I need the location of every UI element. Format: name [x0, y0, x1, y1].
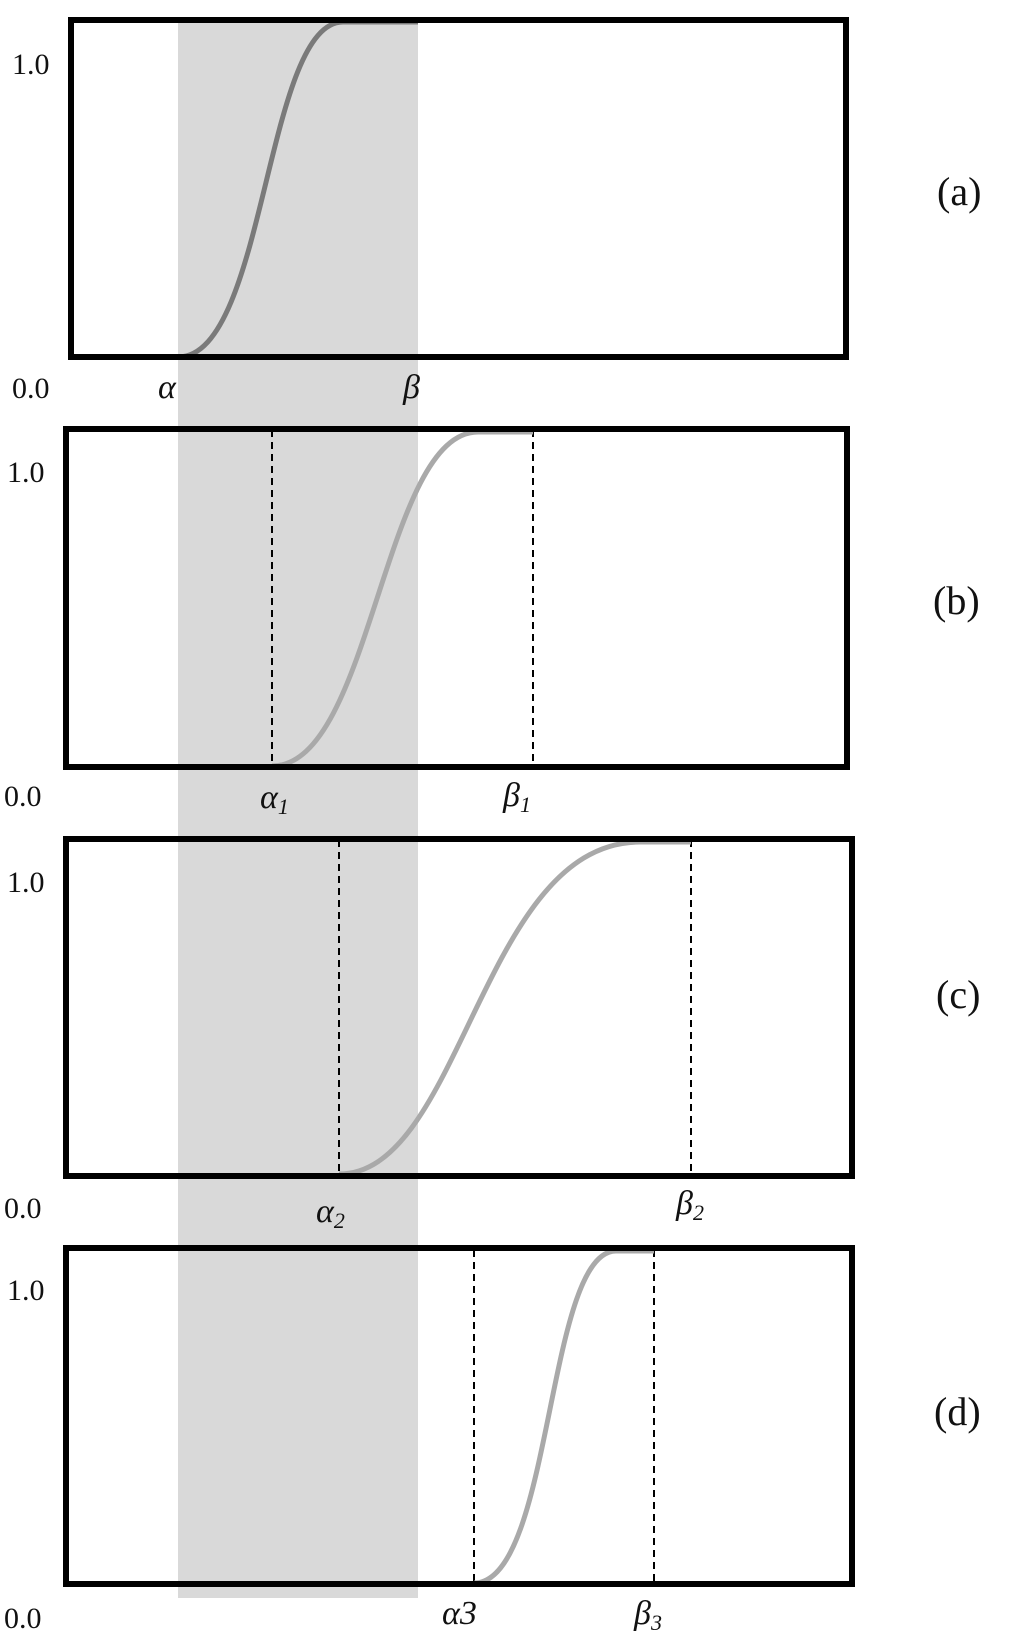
panel-a: 1.0 0.0 α β (a): [12, 17, 981, 406]
beta-label-d: β3: [633, 1595, 662, 1635]
beta-label-c: β2: [675, 1185, 704, 1225]
panel-label-b: (b): [933, 578, 980, 623]
panel-d: 1.0 0.0 α3 β3 (d): [4, 1245, 981, 1635]
alpha-label-b: α1: [260, 779, 289, 819]
alpha-label-a: α: [158, 369, 177, 406]
sigmoid-curve-d: [473, 1248, 654, 1586]
y-tick-top-c: 1.0: [7, 866, 45, 899]
panel-label-c: (c): [936, 972, 980, 1017]
sigmoid-curve-a: [177, 19, 418, 360]
y-tick-bottom-d: 0.0: [4, 1602, 42, 1635]
alpha-label-d: α3: [442, 1595, 477, 1632]
y-tick-bottom-c: 0.0: [4, 1192, 42, 1225]
panel-frame-c: [63, 836, 855, 1179]
y-tick-top-a: 1.0: [12, 48, 50, 81]
panel-frame-d: [63, 1245, 855, 1587]
alpha-label-c: α2: [316, 1193, 345, 1233]
panel-frame-a: [68, 17, 849, 360]
y-tick-bottom-b: 0.0: [4, 780, 42, 813]
panel-frame-b: [63, 426, 850, 770]
panel-c: 1.0 0.0 α2 β2 (c): [4, 836, 980, 1233]
y-tick-top-b: 1.0: [7, 456, 45, 489]
beta-label-a: β: [402, 369, 420, 406]
panel-label-a: (a): [937, 169, 981, 214]
beta-label-b: β1: [502, 777, 531, 817]
reference-band: [178, 18, 418, 1598]
panel-b: 1.0 0.0 α1 β1 (b): [4, 426, 980, 819]
sigmoid-curve-c: [338, 839, 691, 1177]
y-tick-bottom-a: 0.0: [12, 372, 50, 405]
panel-label-d: (d): [934, 1389, 981, 1434]
sigmoid-curve-b: [271, 429, 533, 769]
y-tick-top-d: 1.0: [7, 1274, 45, 1307]
